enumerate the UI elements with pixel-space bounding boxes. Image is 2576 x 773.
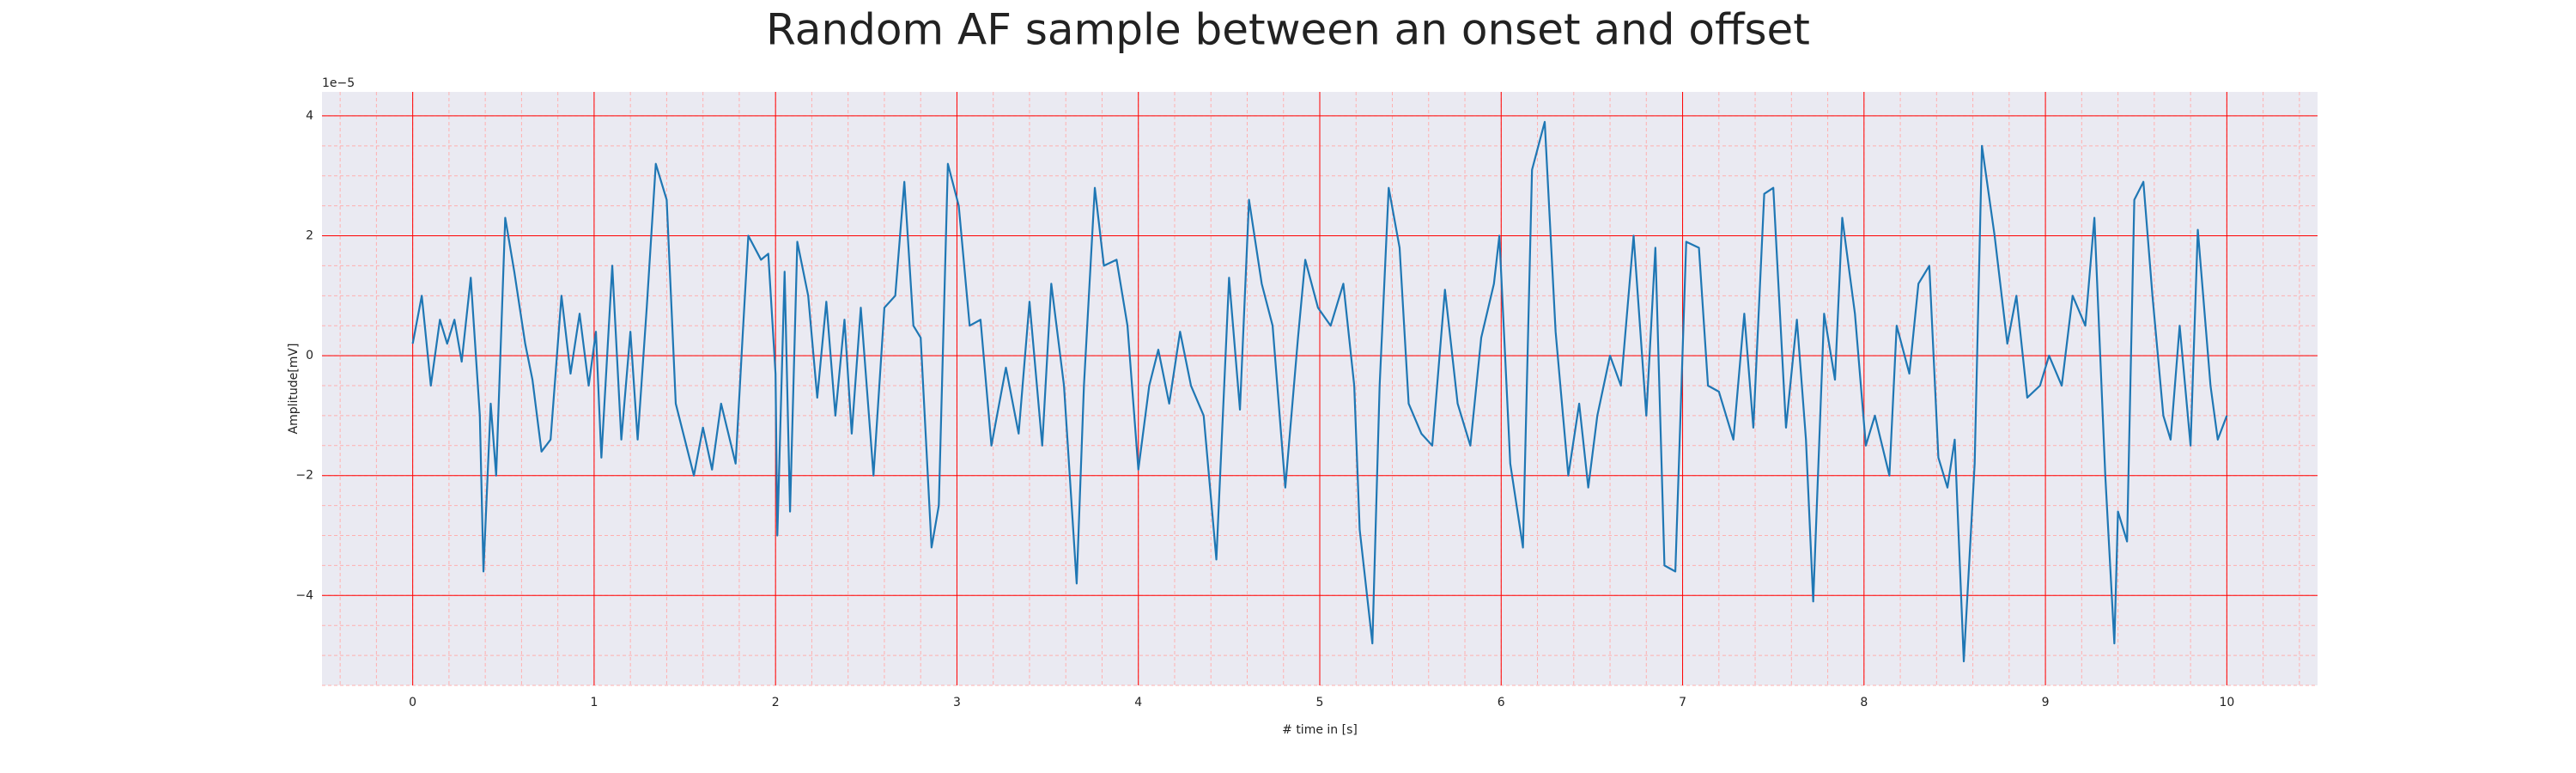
- y-tick-label: 4: [306, 109, 313, 123]
- y-tick-label: −2: [295, 469, 313, 483]
- y-tick-label: 2: [306, 229, 313, 243]
- x-axis-label: # time in [s]: [1282, 723, 1358, 737]
- x-tick-label: 10: [2219, 696, 2234, 709]
- x-tick-label: 3: [953, 696, 961, 709]
- x-tick-label: 2: [772, 696, 780, 709]
- x-tick-label: 8: [1860, 696, 1868, 709]
- x-tick-label: 0: [409, 696, 416, 709]
- x-tick-label: 9: [2042, 696, 2050, 709]
- chart-title: Random AF sample between an onset and of…: [766, 5, 1810, 55]
- x-tick-label: 6: [1498, 696, 1505, 709]
- x-tick-label: 1: [590, 696, 598, 709]
- x-tick-label: 4: [1134, 696, 1142, 709]
- y-tick-label: −4: [295, 588, 313, 602]
- data-line: [411, 120, 2228, 663]
- y-offset-label: 1e−5: [322, 76, 355, 90]
- y-tick-label: 0: [306, 349, 313, 362]
- x-tick-label: 5: [1316, 696, 1324, 709]
- y-axis-label: Amplitude[mV]: [287, 344, 301, 435]
- x-tick-label: 7: [1679, 696, 1686, 709]
